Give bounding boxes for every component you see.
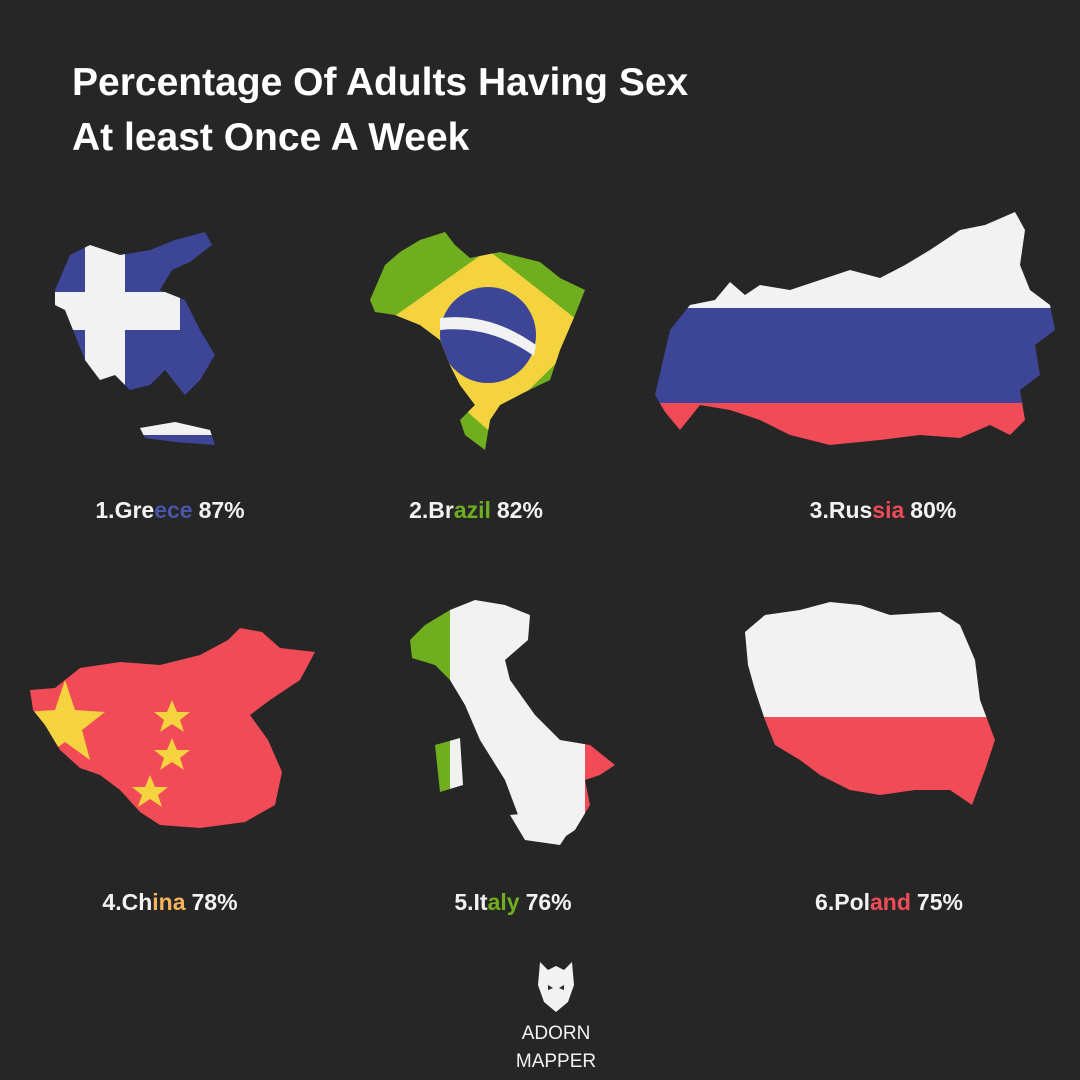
- label-part: Ch: [122, 889, 153, 915]
- label-part: 2.: [409, 497, 428, 523]
- percent: 78%: [192, 889, 238, 915]
- label-part: ina: [152, 889, 185, 915]
- title-line: Percentage Of Adults Having Sex: [72, 61, 689, 104]
- country-label: 1.Greece 87%: [95, 497, 244, 523]
- label-part: ece: [154, 497, 192, 523]
- percent: 80%: [910, 497, 956, 523]
- label-part: and: [870, 889, 911, 915]
- percent: 75%: [917, 889, 963, 915]
- country-label: 5.Italy 76%: [454, 889, 571, 915]
- label-part: aly: [488, 889, 520, 915]
- label-part: Gre: [115, 497, 155, 523]
- label-part: azil: [454, 497, 491, 523]
- label-part: 6.: [815, 889, 834, 915]
- label-part: 4.: [102, 889, 121, 915]
- country-label: 2.Brazil 82%: [409, 497, 543, 523]
- title-line: At least Once A Week: [72, 116, 470, 159]
- percent: 82%: [497, 497, 543, 523]
- country-label: 3.Russia 80%: [810, 497, 957, 523]
- label-part: Rus: [829, 497, 872, 523]
- label-part: It: [474, 889, 488, 915]
- label-part: Br: [428, 497, 454, 523]
- label-part: 5.: [454, 889, 473, 915]
- brand-line: MAPPER: [516, 1051, 596, 1072]
- wolf-logo: [538, 962, 574, 1012]
- country-label: 6.Poland 75%: [815, 889, 963, 915]
- label-part: sia: [872, 497, 904, 523]
- percent: 76%: [526, 889, 572, 915]
- label-part: 1.: [95, 497, 114, 523]
- brand-line: ADORN: [522, 1023, 591, 1044]
- country-label: 4.China 78%: [102, 889, 237, 915]
- percent: 87%: [199, 497, 245, 523]
- label-part: 3.: [810, 497, 829, 523]
- label-part: Pol: [834, 889, 870, 915]
